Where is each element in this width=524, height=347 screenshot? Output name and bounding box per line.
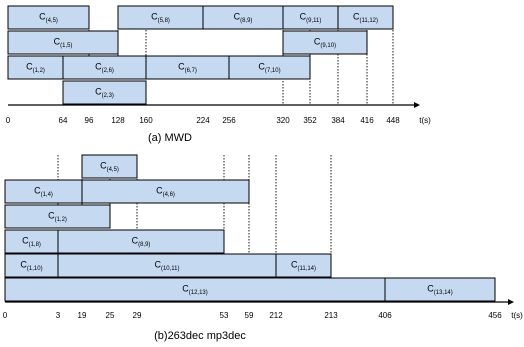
task-label: C(2,6) [95,62,114,75]
task-label: C(5,8) [151,12,170,25]
panel-b-caption: (b)263dec mp3dec [154,330,246,342]
task-label: C(11,12) [353,12,378,25]
tick-label-128: 128 [111,116,125,125]
tick-label-212: 212 [269,311,283,320]
task-label: C(1,2) [26,62,45,75]
task-label: C(6,7) [178,62,197,75]
task-label: C(10,11) [154,260,179,273]
axis-label: t(s) [419,116,431,125]
task-bar-9-10 [282,30,368,55]
tick-label-416: 416 [360,116,374,125]
task-label: C(1,2) [48,211,67,224]
tick-label-224: 224 [196,116,210,125]
task-label: C(7,10) [258,62,280,75]
task-bar-4-5 [81,154,138,179]
tick-label-456: 456 [488,311,502,320]
task-bar-1-2 [4,204,111,229]
tick-label-25: 25 [106,311,115,320]
task-label: C(9,10) [314,37,336,50]
task-label: C(4,5) [39,12,58,25]
tick-label-384: 384 [331,116,345,125]
task-label: C(11,14) [291,260,316,273]
task-bar-11-12 [337,5,394,30]
task-label: C(12,13) [182,284,208,297]
axis-arrowhead [414,102,420,108]
tick-label-256: 256 [222,116,236,125]
task-bar-13-14 [384,277,496,302]
tick-label-53: 53 [220,311,229,320]
panel-a-caption: (a) MWD [148,132,192,144]
panel-a-mwd: C(4,5) C(5,8) C(8,9) C(9,11) C(11,12) C(1,5) C… [6,5,431,125]
axis-arrowhead [508,299,514,305]
task-bar-7-10 [228,55,311,80]
tick-label-19: 19 [78,311,87,320]
tick-label-64: 64 [59,116,68,125]
task-bar-2-3 [62,80,147,105]
task-label: C(13,14) [427,284,453,297]
tick-label-29: 29 [133,311,142,320]
tick-label-213: 213 [324,311,338,320]
tick-label-59: 59 [245,311,254,320]
tick-label-160: 160 [139,116,153,125]
tick-label-406: 406 [378,311,392,320]
task-label: C(1,4) [34,186,53,199]
task-label: C(1,5) [54,37,73,50]
tick-label-0: 0 [3,311,8,320]
task-bar-4-6 [81,179,250,204]
task-bar-4-5 [7,5,90,30]
task-bar-11-14 [275,253,332,278]
task-label: C(4,6) [156,186,175,199]
tick-label-3: 3 [56,311,61,320]
task-label: C(8,9) [234,12,253,25]
task-label: C(8,9) [132,236,151,249]
axis-label: t(s) [511,311,523,320]
task-label: C(4,5) [100,161,119,174]
tick-label-448: 448 [386,116,400,125]
tick-label-320: 320 [276,116,290,125]
panel-b-263dec-mp3dec: C(4,5) C(1,4) C(4,6) C(1,2) C(1,8) C(8,9) C(1,… [3,154,523,320]
tick-label-96: 96 [85,116,94,125]
task-bar-1-5 [7,30,119,55]
task-bar-8-9 [57,229,225,254]
task-label: C(2,3) [95,87,114,100]
task-label: C(1,10) [20,260,42,273]
task-label: C(9,11) [300,12,322,25]
tick-label-352: 352 [303,116,317,125]
tick-label-0: 0 [6,116,11,125]
task-label: C(1,8) [22,236,41,249]
